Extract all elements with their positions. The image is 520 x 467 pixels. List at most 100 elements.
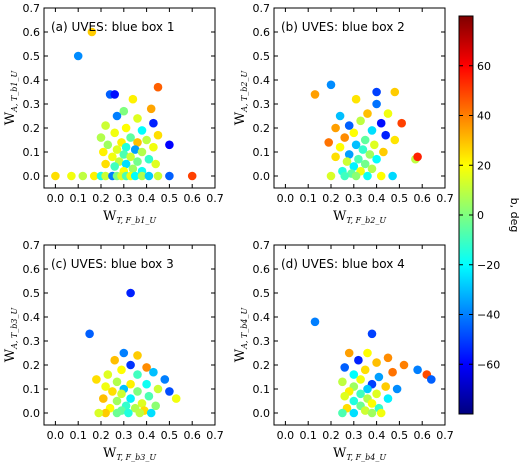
y-tick-label: 0.1 [23, 146, 41, 159]
data-point [372, 358, 381, 367]
data-point [146, 408, 156, 418]
data-point [383, 394, 393, 403]
data-point [363, 384, 372, 394]
data-point [128, 94, 138, 104]
data-point [376, 118, 386, 128]
colorbar-tick-label: 0 [477, 209, 484, 222]
x-tick-label: 0.0 [277, 192, 295, 205]
data-point [126, 360, 135, 370]
data-point [94, 408, 103, 418]
y-tick-label: 0.2 [23, 122, 41, 135]
y-tick-label: 0.2 [253, 122, 271, 135]
data-point [89, 171, 99, 181]
data-point [390, 87, 400, 97]
y-tick-label: 0.0 [253, 407, 271, 420]
data-point [126, 394, 135, 403]
data-point [121, 159, 131, 169]
data-point [119, 150, 129, 159]
data-point [126, 379, 135, 389]
y-axis-label: WA, T_b1_U [3, 70, 19, 125]
scatter-panel-2: 0.0 0.1 0.2 0.3 0.4 0.5 0.6 0.7 0.0 0.1 0.2 0.3 0.4 0… [233, 2, 454, 225]
y-tick-label: 0.1 [253, 146, 271, 159]
data-point [171, 394, 181, 403]
x-tick-label: 0.3 [345, 429, 363, 442]
x-tick-label: 0.1 [299, 192, 317, 205]
data-point [142, 379, 151, 389]
y-tick-label: 0.3 [23, 98, 41, 111]
y-tick-label: 0.3 [253, 335, 271, 348]
data-point [130, 171, 140, 181]
data-point [360, 406, 370, 415]
y-tick-label: 0.3 [253, 98, 271, 111]
data-point [110, 162, 119, 171]
data-point [144, 154, 154, 164]
data-point [372, 99, 381, 109]
colorbar-tick-label: 20 [477, 159, 491, 172]
data-point [130, 145, 140, 154]
colorbar-tick-label: −40 [477, 309, 500, 322]
scatter-panel-3: 0.0 0.1 0.2 0.3 0.4 0.5 0.6 0.7 0.0 0.1 0.2 0.3 0.4 0… [3, 239, 224, 462]
data-point [340, 391, 350, 401]
x-tick-label: 0.2 [92, 429, 110, 442]
colorbar-label: b, deg [508, 198, 520, 233]
data-point [376, 171, 386, 181]
data-point [354, 154, 363, 164]
panel-title: (d) UVES: blue box 4 [281, 257, 405, 271]
y-tick-label: 0.6 [253, 263, 271, 276]
data-point [372, 87, 381, 97]
data-point [117, 365, 126, 375]
data-point [153, 171, 163, 181]
data-point [78, 171, 88, 181]
data-point [124, 408, 133, 418]
data-point [151, 159, 160, 169]
data-point [103, 370, 113, 379]
points-group [51, 27, 197, 181]
data-point [388, 367, 397, 377]
y-axis-label: WA, T_b2_U [233, 70, 249, 125]
data-point [356, 116, 365, 126]
y-tick-label: 0.7 [23, 2, 41, 15]
data-point [121, 123, 131, 133]
data-point [351, 140, 361, 150]
data-point [110, 355, 119, 365]
data-point [310, 317, 320, 327]
x-tick-label: 0.1 [299, 429, 317, 442]
y-tick-label: 0.2 [23, 359, 41, 372]
x-tick-label: 0.4 [368, 192, 386, 205]
data-point [354, 355, 363, 365]
data-point [356, 389, 365, 399]
colorbar-tick-label: 40 [477, 110, 491, 123]
x-tick-label: 0.7 [436, 429, 454, 442]
y-tick-label: 0.4 [253, 74, 271, 87]
points-group [85, 288, 181, 418]
y-tick-label: 0.3 [23, 335, 41, 348]
data-point [367, 408, 377, 418]
data-point [101, 408, 110, 418]
data-point [165, 387, 174, 396]
data-point [137, 171, 147, 181]
y-tick-label: 0.0 [23, 407, 41, 420]
y-tick-label: 0.4 [23, 74, 41, 87]
data-point [126, 133, 135, 142]
data-point [367, 164, 377, 174]
scatter-panel-4: 0.0 0.1 0.2 0.3 0.4 0.5 0.6 0.7 0.0 0.1 0.2 0.3 0.4 0… [233, 239, 454, 462]
x-tick-label: 0.7 [206, 192, 224, 205]
x-tick-label: 0.6 [413, 429, 431, 442]
data-point [112, 111, 122, 121]
data-point [137, 126, 147, 135]
y-tick-label: 0.7 [253, 2, 271, 15]
data-point [144, 391, 154, 401]
x-tick-label: 0.1 [69, 429, 87, 442]
x-tick-label: 0.1 [69, 192, 87, 205]
data-point [340, 133, 350, 142]
data-point [137, 399, 147, 408]
data-point [310, 90, 320, 99]
x-tick-label: 0.0 [47, 429, 65, 442]
data-point [331, 123, 340, 133]
points-group [310, 317, 436, 418]
y-tick-label: 0.1 [23, 383, 41, 396]
data-point [96, 133, 106, 142]
data-point [187, 171, 197, 181]
y-tick-label: 0.2 [253, 359, 271, 372]
x-tick-label: 0.0 [277, 429, 295, 442]
